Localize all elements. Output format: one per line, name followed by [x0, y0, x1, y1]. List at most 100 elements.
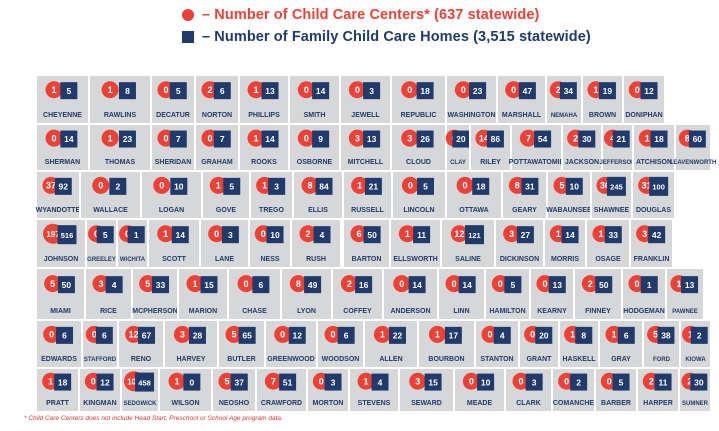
home-marker	[649, 176, 669, 196]
center-marker	[324, 325, 342, 343]
county-barber: 0 5 BARBER	[594, 367, 638, 413]
county-name: NORTON	[202, 112, 232, 119]
center-marker	[454, 81, 472, 99]
center-count: 0	[49, 330, 54, 340]
center-count: 12	[129, 330, 139, 340]
center-count: 1	[253, 133, 258, 143]
home-count: 14	[265, 134, 275, 144]
county-harvey: 3 28 HARVEY	[163, 319, 219, 369]
map-legend: – Number of Child Care Centers* (637 sta…	[182, 4, 642, 48]
center-count: 2	[588, 279, 593, 289]
county-name: POTTAWATOMIE	[509, 159, 565, 166]
home-marker	[416, 177, 434, 195]
county-neosho: 5 37 NEOSHO	[211, 367, 257, 413]
home-marker	[127, 226, 145, 244]
home-count: 10	[174, 182, 184, 192]
county-seward: 3 15 SEWARD	[398, 367, 455, 413]
home-marker	[268, 177, 286, 195]
home-marker	[312, 130, 330, 148]
home-marker	[54, 373, 72, 391]
center-marker	[351, 176, 369, 194]
center-count: 1	[380, 330, 385, 340]
county-wilson: 1 0 WILSON	[158, 367, 213, 413]
home-marker	[96, 373, 114, 391]
county-meade: 0 10 MEADE	[453, 367, 506, 413]
center-marker	[401, 81, 419, 99]
center-marker	[101, 129, 119, 147]
center-count: 3	[509, 229, 514, 239]
center-count: 1	[52, 85, 57, 95]
county-dickinson: 3 27 DICKINSON	[494, 218, 545, 269]
center-count: 0	[91, 376, 96, 386]
home-count: 5	[229, 182, 234, 192]
county-name: FRANKLIN	[634, 256, 670, 263]
county-name: OTTAWA	[459, 207, 488, 214]
home-marker	[521, 177, 539, 195]
home-marker	[57, 225, 77, 245]
county-wallace: 0 2 WALLACE	[79, 170, 142, 220]
home-marker	[424, 373, 442, 391]
home-count: 100	[652, 183, 665, 192]
center-marker	[401, 129, 419, 147]
home-marker	[266, 226, 284, 244]
center-marker	[92, 176, 110, 194]
center-count: 1	[48, 376, 53, 386]
center-count: 0	[52, 133, 57, 143]
county-trego: 1 3 TREGO	[249, 170, 294, 220]
center-marker	[186, 275, 204, 293]
center-count: 3	[98, 279, 103, 289]
home-marker	[458, 276, 476, 294]
home-marker	[337, 326, 355, 344]
county-coffey: 2 16 COFFEY	[331, 267, 384, 321]
county-jewell: 0 3 JEWELL	[339, 74, 392, 125]
home-marker	[570, 373, 588, 391]
county-name: ALLEN	[379, 356, 402, 363]
home-marker	[223, 177, 241, 195]
county-name: SHAWNEE	[594, 207, 630, 214]
home-count: 37	[235, 377, 245, 387]
center-marker	[373, 325, 391, 343]
center-count: 0	[355, 85, 360, 95]
home-marker	[363, 226, 381, 244]
county-name: ANDERSON	[390, 308, 430, 315]
county-nemaha: 2 34 NEMAHA	[545, 74, 583, 125]
county-republic: 0 18 REPUBLIC	[390, 74, 447, 125]
county-johnson: 197 516 JOHNSON	[35, 218, 87, 269]
county-cloud: 3 26 CLOUD	[390, 123, 447, 172]
county-name: STAFFORD	[84, 357, 117, 363]
county-name: DONIPHAN	[625, 112, 662, 119]
home-count: 50	[367, 230, 377, 240]
home-count: 11	[417, 230, 426, 240]
center-count: 1	[570, 330, 575, 340]
county-name: THOMAS	[105, 159, 136, 166]
center-count: 0	[511, 85, 516, 95]
center-count: 0	[463, 181, 468, 191]
center-count: 0	[304, 133, 309, 143]
home-marker	[408, 276, 426, 294]
county-doniphan: 0 12 DONIPHAN	[622, 74, 666, 125]
county-name: BROWN	[589, 112, 616, 119]
county-name: MIAMI	[50, 308, 71, 315]
county-name: LANE	[215, 256, 234, 263]
center-count: 0	[451, 279, 456, 289]
county-hodgeman: 0 1 HODGEMAN	[621, 267, 667, 321]
home-marker	[690, 326, 708, 344]
county-wabaunsee: 5 10 WABAUNSEE	[546, 170, 592, 220]
home-count: 84	[319, 182, 329, 192]
center-count: 0	[530, 330, 535, 340]
center-count: 0	[487, 330, 492, 340]
home-marker	[364, 177, 382, 195]
county-name: MARION	[189, 308, 217, 315]
home-count: 12	[644, 86, 654, 96]
home-marker	[472, 177, 490, 195]
county-name: HODGEMAN	[623, 308, 665, 315]
home-marker	[183, 373, 201, 391]
center-count: 4	[610, 133, 615, 143]
center-marker	[393, 275, 411, 293]
home-count: 14	[565, 230, 575, 240]
home-count: 18	[476, 182, 486, 192]
home-count: 11	[659, 377, 668, 387]
county-name: JEFFERSON	[599, 160, 635, 166]
county-name: MARSHALL	[502, 112, 542, 119]
home-marker	[230, 373, 248, 391]
